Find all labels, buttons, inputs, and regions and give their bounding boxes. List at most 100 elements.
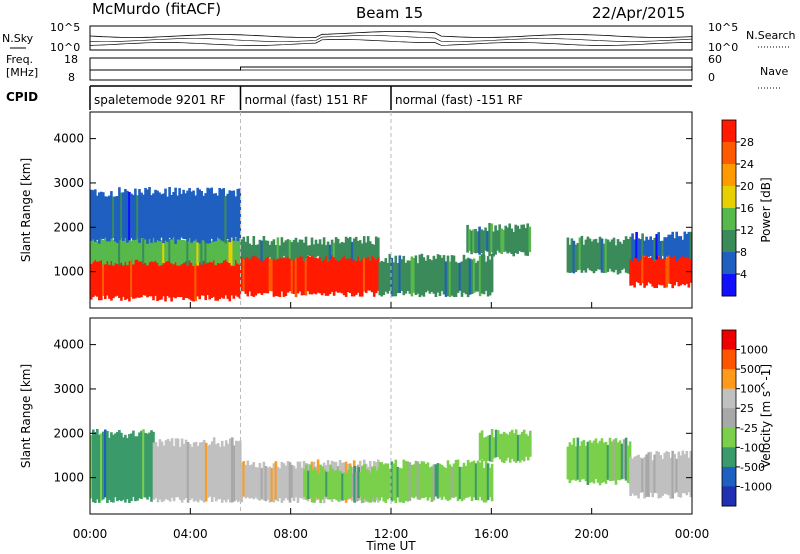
heatmap-cell — [120, 247, 123, 301]
heatmap-cell — [496, 230, 499, 251]
heatmap-cell — [452, 255, 456, 297]
heatmap-cell — [122, 192, 125, 241]
heatmap-cell — [584, 239, 588, 273]
heatmap-cell — [458, 262, 462, 291]
heatmap-cell — [212, 249, 215, 297]
heatmap-cell — [434, 258, 438, 297]
heatmap-cell — [258, 463, 262, 501]
heatmap-cell — [689, 231, 692, 260]
heatmap-cell — [468, 229, 471, 251]
heatmap-cell — [180, 251, 183, 297]
heatmap-cell — [328, 244, 332, 260]
heatmap-cell — [196, 253, 199, 297]
heatmap-cell — [566, 237, 570, 273]
heatmap-cell — [332, 255, 336, 296]
heatmap-cell — [300, 239, 304, 257]
heatmap-cell — [653, 454, 656, 493]
heatmap-cell — [142, 429, 145, 498]
heatmap-cell — [637, 454, 640, 499]
heatmap-cell — [98, 434, 101, 503]
heatmap-cell — [150, 195, 153, 243]
heatmap-cell — [584, 445, 588, 482]
heatmap-cell — [404, 461, 408, 501]
heatmap-cell — [106, 250, 109, 296]
heatmap-cell — [282, 242, 286, 256]
heatmap-cell — [260, 254, 264, 295]
heatmap-cell — [582, 439, 586, 480]
noise-lines — [89, 31, 693, 46]
heatmap-cell — [512, 232, 515, 257]
heatmap-cell — [635, 255, 638, 282]
heatmap-cell — [438, 255, 442, 297]
freq-unit-label: [MHz] — [6, 66, 38, 79]
heatmap-cell — [94, 189, 97, 242]
heatmap-cell — [202, 439, 206, 503]
heatmap-cell — [220, 231, 223, 263]
heatmap-cell — [220, 248, 223, 298]
heatmap-cell — [206, 234, 209, 263]
heatmap-cell — [132, 430, 135, 497]
heatmap-cell — [178, 252, 181, 298]
heatmap-cell — [330, 239, 334, 256]
heatmap-cell — [206, 187, 209, 244]
heatmap-cell — [430, 260, 434, 292]
heatmap-cell — [430, 466, 434, 502]
heatmap-cell — [342, 242, 346, 256]
heatmap-cell — [312, 254, 316, 294]
heatmap-cell — [524, 433, 528, 457]
heatmap-cell — [324, 252, 328, 296]
heatmap-cell — [222, 250, 225, 299]
heatmap-cell — [649, 451, 652, 493]
heatmap-cell — [466, 224, 469, 253]
heatmap-cell — [132, 233, 135, 265]
heatmap-cell — [227, 443, 230, 500]
heatmap-cell — [348, 249, 352, 293]
colorbar-swatch — [722, 164, 736, 187]
heatmap-cell — [330, 249, 334, 292]
heatmap-cell — [677, 236, 681, 260]
y-tick-label: 2000 — [53, 220, 84, 234]
heatmap-cell — [324, 245, 328, 256]
heatmap-cell — [90, 248, 93, 300]
heatmap-cell — [96, 240, 99, 262]
heatmap-cell — [158, 253, 161, 300]
heatmap-cell — [246, 460, 250, 498]
heatmap-cell — [198, 240, 201, 263]
heatmap-cell — [154, 247, 157, 296]
heatmap-cell — [588, 238, 592, 271]
heatmap-cell — [168, 244, 171, 298]
heatmap-cell — [508, 431, 512, 463]
heatmap-cell — [166, 196, 169, 242]
heatmap-cell — [248, 243, 252, 259]
heatmap-cell — [323, 469, 326, 497]
heatmap-cell — [112, 250, 115, 299]
heatmap-cell — [460, 466, 464, 502]
heatmap-cell — [138, 236, 141, 262]
heatmap-cell — [290, 258, 294, 294]
colorbar-swatch — [722, 447, 736, 468]
heatmap-cell — [637, 255, 640, 283]
heatmap-cell — [480, 459, 484, 501]
heatmap-cell — [200, 249, 203, 296]
cpid-label: CPID — [6, 90, 38, 104]
heatmap-cell — [472, 258, 476, 293]
heatmap-cell — [336, 238, 340, 262]
beam-title: Beam 15 — [356, 4, 423, 22]
heatmap-cell — [136, 195, 139, 239]
heatmap-cell — [576, 243, 580, 271]
heatmap-cell — [341, 473, 344, 501]
heatmap-cell — [629, 236, 632, 260]
heatmap-cell — [518, 228, 521, 252]
heatmap-cell — [364, 250, 368, 293]
heatmap-cell — [361, 465, 364, 503]
heatmap-cell — [390, 257, 394, 297]
heatmap-cell — [318, 256, 322, 294]
heatmap-cell — [154, 442, 158, 499]
heatmap-cell — [327, 471, 330, 500]
heatmap-cell — [360, 253, 364, 297]
heatmap-cell — [174, 438, 178, 498]
heatmap-cell — [309, 464, 312, 498]
heatmap-cell — [268, 258, 272, 291]
heatmap-cell — [198, 189, 201, 244]
